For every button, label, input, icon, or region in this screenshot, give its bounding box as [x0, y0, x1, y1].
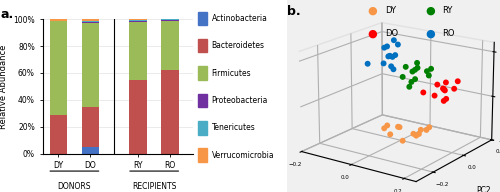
Bar — [198, 12, 207, 25]
Bar — [198, 121, 207, 135]
Text: DONORS: DONORS — [58, 182, 91, 191]
Text: RECIPIENTS: RECIPIENTS — [132, 182, 176, 191]
Bar — [162, 19, 179, 20]
Text: ●: ● — [368, 29, 378, 39]
Text: RY: RY — [442, 6, 453, 15]
Text: ●: ● — [425, 29, 435, 39]
Bar — [130, 21, 147, 22]
Text: Bacteroidetes: Bacteroidetes — [212, 41, 264, 50]
Text: Actinobacteria: Actinobacteria — [212, 14, 268, 23]
Bar — [162, 20, 179, 21]
Bar — [198, 94, 207, 107]
Bar — [130, 19, 147, 20]
Text: Firmicutes: Firmicutes — [212, 69, 251, 78]
Text: ●: ● — [368, 6, 378, 16]
Text: b.: b. — [288, 5, 301, 18]
Bar — [50, 115, 67, 154]
Text: DY: DY — [385, 6, 396, 15]
Bar — [82, 23, 99, 107]
Bar — [162, 21, 179, 70]
Bar — [82, 19, 99, 21]
Text: Tenericutes: Tenericutes — [212, 123, 256, 132]
Y-axis label: PC2: PC2 — [476, 186, 491, 192]
Bar — [82, 21, 99, 22]
Bar — [50, 19, 67, 21]
Bar — [162, 70, 179, 154]
Bar — [82, 107, 99, 147]
Text: DO: DO — [385, 29, 398, 38]
Text: RO: RO — [442, 29, 455, 38]
Bar — [82, 22, 99, 23]
Y-axis label: Relative Abundance: Relative Abundance — [0, 44, 8, 129]
Bar — [130, 80, 147, 154]
Text: Verrucomicrobia: Verrucomicrobia — [212, 151, 274, 160]
Bar — [130, 22, 147, 80]
Text: Proteobacteria: Proteobacteria — [212, 96, 268, 105]
Text: a.: a. — [0, 8, 14, 22]
Bar — [162, 18, 179, 19]
Bar — [198, 148, 207, 162]
Bar — [198, 66, 207, 80]
Bar — [130, 20, 147, 21]
Bar — [50, 21, 67, 115]
Bar — [198, 39, 207, 52]
Text: ●: ● — [425, 6, 435, 16]
Bar — [82, 147, 99, 154]
